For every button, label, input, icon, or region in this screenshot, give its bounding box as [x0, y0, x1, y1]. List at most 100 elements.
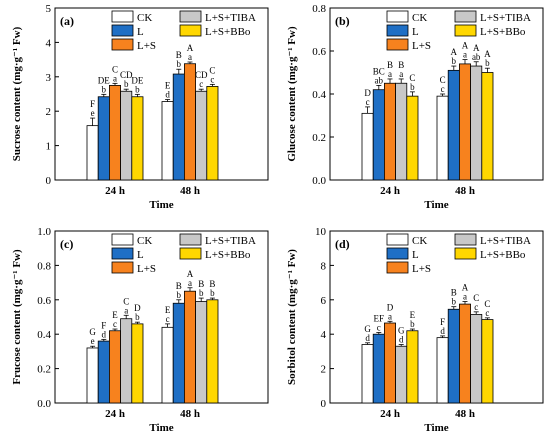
bar: [120, 90, 133, 181]
legend-label: L+S+TIBA: [205, 12, 256, 24]
x-tick-label: 48 h: [455, 408, 475, 420]
lowercase-letter: b: [135, 84, 140, 94]
bar: [86, 347, 99, 404]
bar: [395, 345, 408, 404]
uppercase-letter: D: [134, 303, 141, 313]
bar: [97, 340, 110, 404]
uppercase-letter: A: [462, 283, 469, 293]
uppercase-letter: E: [112, 310, 118, 320]
lowercase-letter: a: [399, 69, 403, 79]
uppercase-letter: BC: [373, 66, 385, 76]
uppercase-letter: F: [101, 320, 106, 330]
legend-swatch: [454, 24, 477, 37]
bar: [372, 333, 385, 404]
lowercase-letter: e: [91, 336, 95, 346]
y-axis-label: Glucose content (mg·g⁻¹ Fw): [286, 26, 298, 162]
lowercase-letter: b: [210, 288, 215, 298]
uppercase-letter: DE: [131, 75, 143, 85]
y-tick-label: 0.4: [312, 89, 326, 101]
plot-frame: [54, 7, 269, 181]
legend-label: L+S+TIBA: [480, 235, 531, 247]
lowercase-letter: b: [177, 290, 182, 300]
bar: [206, 299, 219, 404]
lowercase-letter: b: [135, 312, 140, 322]
legend-swatch: [179, 24, 202, 37]
uppercase-letter: C: [112, 64, 118, 74]
bar: [470, 65, 483, 181]
lowercase-letter: c: [210, 74, 214, 84]
lowercase-letter: c: [474, 302, 478, 312]
legend-label: L: [412, 26, 419, 38]
y-tick-label: 2: [46, 106, 52, 118]
lowercase-letter: b: [410, 319, 415, 329]
legend-label: CK: [412, 235, 427, 247]
x-tick-label: 24 h: [105, 408, 125, 420]
sucrose-chart: 0 1 2 3 4 5 24 h 48 h Time Sucrose content (mg·g⁻…: [11, 3, 269, 211]
legend-swatch: [179, 247, 202, 260]
bar: [458, 63, 471, 181]
lowercase-letter: c: [377, 322, 381, 332]
lowercase-letter: a: [463, 292, 467, 302]
lowercase-letter: d: [165, 90, 170, 100]
x-axis-label: Time: [424, 422, 448, 434]
panel-glucose: 0.0 0.2 0.4 0.6 0.8 24 h 48 h Time Glucose conte…: [275, 0, 550, 222]
legend-label: CK: [412, 12, 427, 24]
x-axis-label: Time: [149, 199, 173, 211]
x-tick-label: 24 h: [380, 408, 400, 420]
lowercase-letter: d: [440, 326, 445, 336]
y-tick-label: 0.8: [37, 260, 51, 272]
x-tick-label: 48 h: [455, 185, 475, 197]
bar: [183, 63, 196, 181]
legend-swatch: [454, 10, 477, 23]
y-axis-label: Sorbitol content (mg·g⁻¹ Fw): [286, 249, 298, 385]
glucose-chart: 0.0 0.2 0.4 0.6 0.8 24 h 48 h Time Glucose conte…: [286, 3, 544, 211]
lowercase-letter: a: [388, 69, 392, 79]
uppercase-letter: F: [440, 317, 445, 327]
bar: [161, 101, 174, 181]
y-tick-label: 0.0: [37, 398, 51, 410]
y-tick-label: 4: [321, 329, 327, 341]
lowercase-letter: c: [113, 319, 117, 329]
lowercase-letter: d: [365, 333, 370, 343]
x-axis-label: Time: [149, 422, 173, 434]
legend-label: L+S: [412, 263, 431, 275]
legend-swatch: [386, 10, 409, 23]
lowercase-letter: a: [188, 278, 192, 288]
x-tick-label: 24 h: [105, 185, 125, 197]
lowercase-letter: ab: [375, 75, 384, 85]
bar: [97, 96, 110, 181]
legend-swatch: [179, 233, 202, 246]
uppercase-letter: C: [440, 75, 446, 85]
legend-swatch: [386, 24, 409, 37]
y-tick-label: 1: [46, 141, 52, 153]
uppercase-letter: G: [364, 324, 371, 334]
bar: [131, 96, 144, 181]
legend-label: L+S+BBo: [205, 26, 251, 38]
x-tick-label: 24 h: [380, 185, 400, 197]
x-tick-label: 48 h: [180, 185, 200, 197]
lowercase-letter: b: [410, 82, 415, 92]
uppercase-letter: B: [176, 281, 182, 291]
lowercase-letter: e: [91, 108, 95, 118]
uppercase-letter: EF: [374, 313, 385, 323]
bar: [183, 290, 196, 404]
legend-label: L+S+TIBA: [205, 235, 256, 247]
y-tick-label: 0.0: [312, 175, 326, 187]
y-tick-label: 8: [321, 260, 327, 272]
uppercase-letter: B: [198, 279, 204, 289]
legend-swatch: [386, 38, 409, 51]
uppercase-letter: C: [409, 73, 415, 83]
legend-swatch: [111, 247, 134, 260]
lowercase-letter: b: [452, 56, 457, 66]
sorbitol-chart: 0 2 4 6 8 10 24 h 48 h Time Sorbitol content (mg·…: [286, 226, 544, 434]
uppercase-letter: CD: [120, 70, 133, 80]
panel-label: (b): [335, 14, 350, 28]
uppercase-letter: C: [473, 293, 479, 303]
lowercase-letter: d: [399, 335, 404, 345]
legend-label: L+S+BBo: [480, 249, 526, 261]
panel-label: (a): [60, 14, 74, 28]
y-tick-label: 0.6: [312, 46, 326, 58]
bar: [447, 69, 460, 181]
legend-label: L: [412, 249, 419, 261]
x-tick-label: 48 h: [180, 408, 200, 420]
